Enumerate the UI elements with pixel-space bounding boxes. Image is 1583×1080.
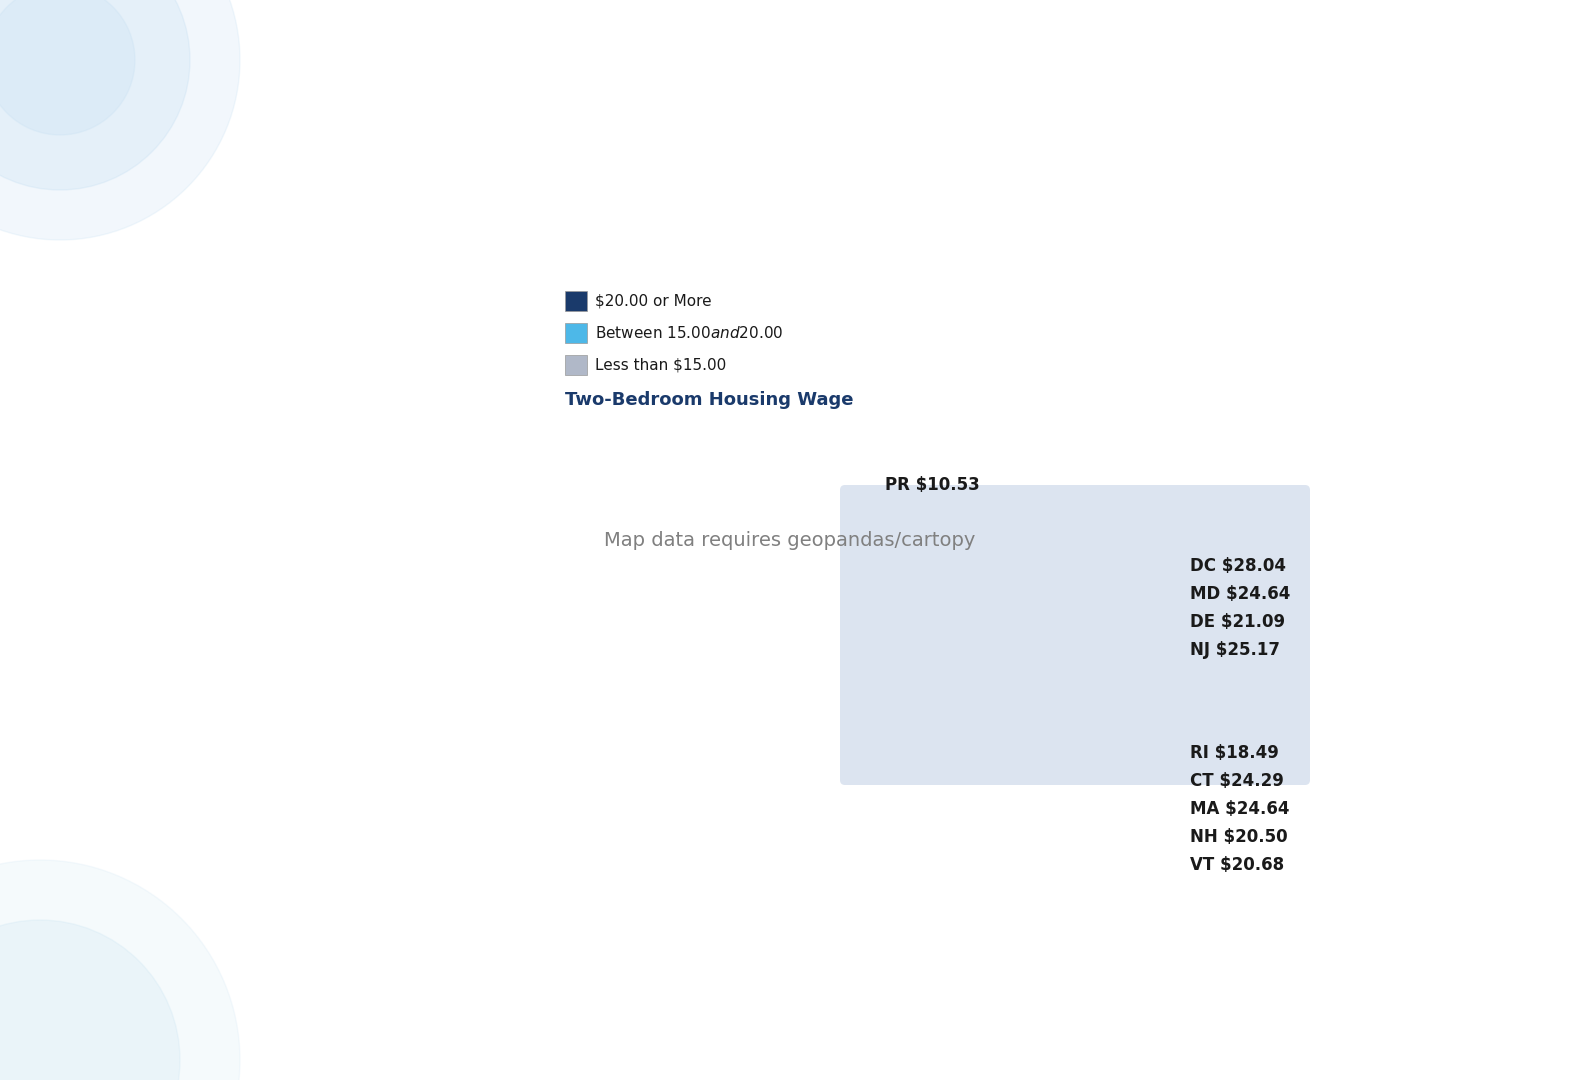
Text: Between $15.00 and $20.00: Between $15.00 and $20.00 [595,325,784,341]
Circle shape [0,860,241,1080]
Text: PR $10.53: PR $10.53 [885,476,980,494]
Text: MA $24.64: MA $24.64 [1190,800,1290,818]
Text: Map data requires geopandas/cartopy: Map data requires geopandas/cartopy [605,530,975,550]
Text: DC $28.04: DC $28.04 [1190,557,1285,575]
Text: DE $21.09: DE $21.09 [1190,613,1285,631]
Circle shape [0,0,190,190]
FancyBboxPatch shape [565,323,587,343]
Text: $20.00 or More: $20.00 or More [595,294,712,309]
Text: NH $20.50: NH $20.50 [1190,828,1287,846]
FancyBboxPatch shape [841,485,1311,785]
Text: MD $24.64: MD $24.64 [1190,585,1290,603]
Text: CT $24.29: CT $24.29 [1190,772,1284,789]
Text: Two-Bedroom Housing Wage: Two-Bedroom Housing Wage [565,391,853,409]
FancyBboxPatch shape [565,355,587,375]
Circle shape [0,0,135,135]
Text: NJ $25.17: NJ $25.17 [1190,642,1281,659]
Circle shape [0,0,241,240]
FancyBboxPatch shape [565,291,587,311]
Text: RI $18.49: RI $18.49 [1190,744,1279,762]
Circle shape [0,920,180,1080]
Text: Less than $15.00: Less than $15.00 [595,357,727,373]
Text: VT $20.68: VT $20.68 [1190,856,1284,874]
